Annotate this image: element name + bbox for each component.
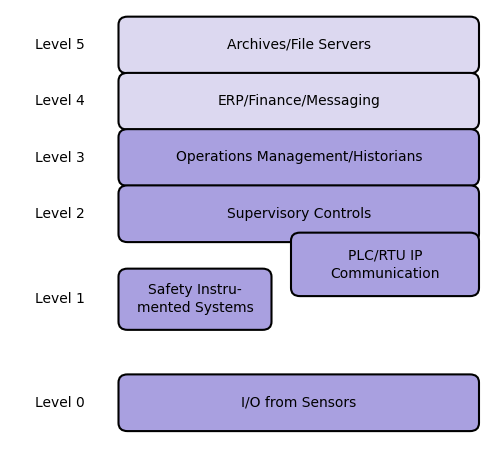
Text: Safety Instru-
mented Systems: Safety Instru- mented Systems (136, 283, 254, 315)
FancyBboxPatch shape (118, 185, 479, 242)
Text: Operations Management/Historians: Operations Management/Historians (176, 150, 422, 165)
Text: I/O from Sensors: I/O from Sensors (241, 396, 356, 410)
Text: Level 4: Level 4 (35, 94, 85, 108)
Text: ERP/Finance/Messaging: ERP/Finance/Messaging (218, 94, 380, 108)
Text: Level 1: Level 1 (35, 292, 85, 306)
FancyBboxPatch shape (118, 129, 479, 186)
Text: PLC/RTU IP
Communication: PLC/RTU IP Communication (330, 248, 440, 281)
Text: Level 5: Level 5 (35, 38, 85, 52)
FancyBboxPatch shape (118, 269, 272, 330)
Text: Supervisory Controls: Supervisory Controls (226, 207, 371, 221)
FancyBboxPatch shape (291, 233, 479, 296)
FancyBboxPatch shape (118, 374, 479, 431)
Text: Archives/File Servers: Archives/File Servers (227, 38, 371, 52)
FancyBboxPatch shape (118, 17, 479, 73)
Text: Level 0: Level 0 (35, 396, 85, 410)
Text: Level 2: Level 2 (35, 207, 85, 221)
Text: Level 3: Level 3 (35, 150, 85, 165)
FancyBboxPatch shape (118, 73, 479, 130)
